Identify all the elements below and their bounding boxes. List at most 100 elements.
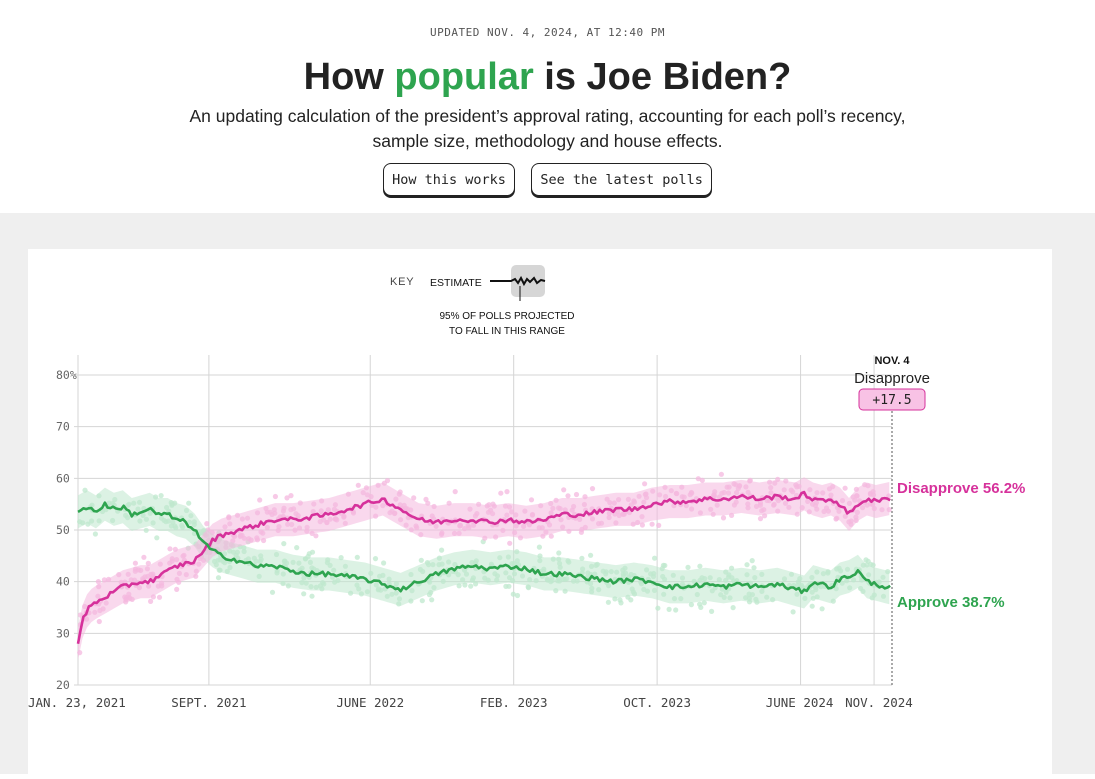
- title-after: is Joe Biden?: [533, 56, 792, 98]
- page-subtitle: An updating calculation of the president…: [140, 104, 955, 154]
- disapprove-end-label: Disapprove 56.2%: [897, 480, 1025, 497]
- disapprove-poll-dot: [272, 493, 278, 500]
- latest-polls-button[interactable]: See the latest polls: [531, 163, 712, 196]
- approve-poll-dot: [154, 535, 160, 541]
- subtitle-line-2: sample size, methodology and house effec…: [372, 131, 723, 151]
- approve-poll-dot: [666, 606, 672, 612]
- disapprove-poll-dot: [504, 489, 510, 495]
- approve-poll-dot: [697, 563, 703, 569]
- approve-poll-dot: [281, 541, 287, 547]
- approve-poll-dot: [868, 561, 874, 567]
- disapprove-estimate-line: [76, 490, 891, 644]
- approve-estimate-line: [77, 501, 891, 595]
- disapprove-poll-dot: [528, 497, 535, 503]
- annotation-margin-badge: [858, 388, 926, 411]
- approve-poll-dot: [514, 592, 521, 599]
- x-tick-label: JUNE 2024: [766, 695, 834, 710]
- approve-poll-dot: [660, 562, 667, 568]
- approve-poll-dot: [439, 547, 445, 553]
- approve-poll-dot: [685, 564, 691, 570]
- updated-timestamp: UPDATED NOV. 4, 2024, AT 12:40 PM: [429, 26, 666, 39]
- approve-poll-dot: [652, 555, 658, 561]
- approve-poll-dot: [354, 554, 360, 560]
- approve-poll-dot: [556, 550, 562, 556]
- disapprove-poll-dot: [565, 493, 571, 499]
- y-tick-label: 50: [56, 523, 70, 537]
- approve-range-band: [78, 487, 890, 609]
- approve-poll-dot: [697, 601, 703, 607]
- key-label: KEY: [390, 276, 414, 288]
- approve-poll-dot: [744, 562, 750, 568]
- approve-poll-dot: [468, 583, 474, 589]
- y-tick-label: 20: [56, 678, 70, 692]
- disapprove-poll-dot: [204, 521, 210, 527]
- approve-poll-dot: [510, 591, 516, 597]
- disapprove-poll-dot: [699, 477, 705, 483]
- approve-poll-dot: [730, 605, 736, 611]
- disapprove-poll-dot: [423, 496, 429, 502]
- disapprove-poll-dot: [411, 495, 417, 501]
- disapprove-poll-dot: [498, 490, 504, 496]
- approve-poll-dot: [655, 605, 661, 611]
- key-range-line-1: 95% OF POLLS PROJECTED: [439, 311, 574, 322]
- chart-key: KEY ESTIMATE 95% OF POLLS PROJECTED TO F…: [390, 265, 575, 337]
- disapprove-poll-dot: [145, 560, 151, 566]
- approve-poll-dot: [269, 589, 276, 595]
- estimate-lines: [76, 490, 891, 644]
- disapprove-poll-dot: [757, 516, 764, 522]
- approve-poll-dot: [809, 603, 815, 609]
- disapprove-range-band: [78, 477, 890, 661]
- disapprove-poll-dot: [718, 471, 725, 477]
- approve-poll-dot: [673, 607, 679, 613]
- disapprove-poll-dot: [452, 489, 458, 495]
- x-tick-label: OCT. 2023: [623, 695, 691, 710]
- approve-poll-dot: [306, 551, 312, 557]
- approve-poll-dot: [863, 557, 869, 563]
- disapprove-poll-dot: [96, 618, 102, 625]
- date-annotation: NOV. 4 Disapprove +17.5: [854, 355, 930, 685]
- y-tick-label: 40: [56, 575, 70, 589]
- x-tick-label: SEPT. 2021: [171, 695, 246, 710]
- annotation-label: Disapprove: [854, 370, 930, 387]
- x-tick-label: JAN. 23, 2021: [28, 695, 126, 710]
- chart-card: KEY ESTIMATE 95% OF POLLS PROJECTED TO F…: [28, 249, 1052, 774]
- approve-poll-dot: [751, 565, 757, 571]
- disapprove-poll-dot: [842, 485, 848, 491]
- disapprove-poll-dot: [642, 481, 648, 487]
- key-estimate-line: [490, 275, 546, 287]
- approve-poll-dot: [709, 608, 715, 614]
- approve-poll-dot: [294, 545, 300, 551]
- approve-poll-dot: [143, 527, 149, 533]
- page-title: How popular is Joe Biden?: [0, 56, 1095, 99]
- approval-chart: KEY ESTIMATE 95% OF POLLS PROJECTED TO F…: [28, 265, 1025, 710]
- disapprove-poll-dot: [656, 522, 662, 528]
- approve-poll-dot: [429, 597, 435, 603]
- disapprove-poll-dot: [141, 554, 147, 560]
- disapprove-poll-dot: [720, 515, 727, 521]
- approve-poll-dot: [790, 609, 796, 615]
- disapprove-poll-dot: [167, 546, 173, 552]
- approve-poll-dot: [605, 599, 612, 605]
- x-tick-label: JUNE 2022: [336, 695, 404, 710]
- approve-poll-dot: [588, 552, 594, 558]
- y-tick-label: 30: [56, 626, 70, 640]
- series-end-labels: Disapprove 56.2% Approve 38.7%: [897, 480, 1025, 611]
- key-estimate-label: ESTIMATE: [430, 277, 482, 289]
- approve-poll-dot: [215, 575, 222, 581]
- how-this-works-button[interactable]: How this works: [383, 163, 515, 196]
- disapprove-poll-dot: [313, 533, 319, 539]
- page-header: UPDATED NOV. 4, 2024, AT 12:40 PM How po…: [0, 0, 1095, 213]
- disapprove-poll-dot: [589, 486, 596, 492]
- annotation-date: NOV. 4: [874, 355, 910, 367]
- subtitle-line-1: An updating calculation of the president…: [189, 106, 906, 126]
- title-before: How: [303, 56, 395, 98]
- disapprove-poll-dot: [355, 482, 361, 488]
- approve-poll-dot: [749, 558, 755, 564]
- approve-poll-dot: [701, 600, 707, 606]
- disapprove-poll-dot: [548, 533, 554, 539]
- disapprove-poll-dot: [156, 594, 163, 600]
- y-tick-label: 60: [56, 471, 70, 485]
- approve-poll-dot: [186, 500, 192, 506]
- y-tick-label: 70: [56, 420, 70, 434]
- approve-poll-dot: [301, 591, 307, 597]
